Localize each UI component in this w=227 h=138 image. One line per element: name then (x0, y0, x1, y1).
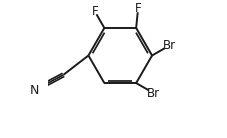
Text: F: F (134, 2, 141, 15)
Text: F: F (91, 5, 98, 18)
Text: Br: Br (163, 39, 175, 52)
Text: N: N (30, 83, 39, 97)
Text: Br: Br (147, 87, 160, 100)
